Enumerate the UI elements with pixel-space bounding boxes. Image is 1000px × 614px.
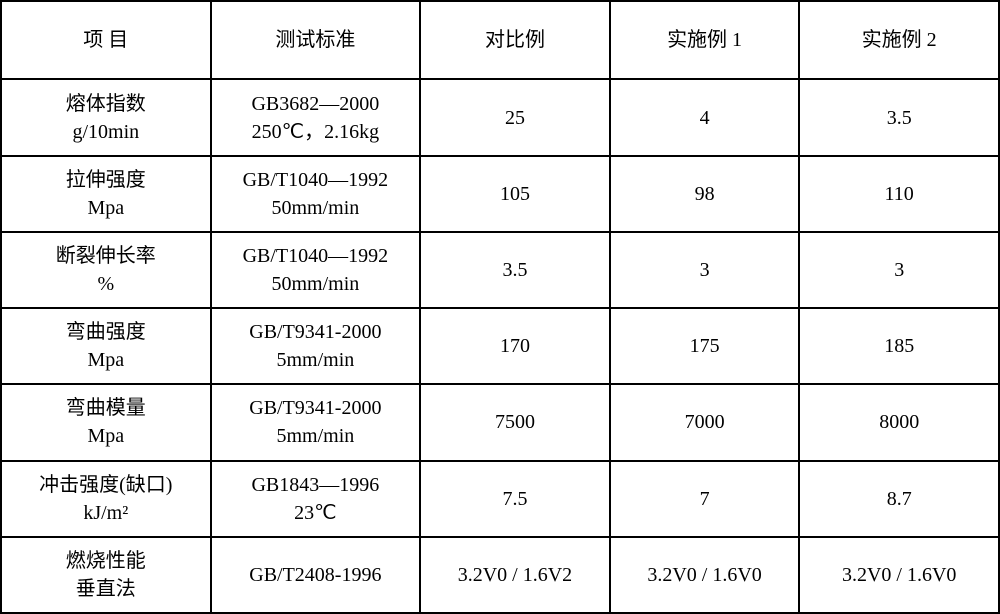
cell-compare: 3.5 xyxy=(420,232,610,308)
cell-item: 弯曲模量 Mpa xyxy=(1,384,211,460)
standard-line1: GB3682—2000 xyxy=(251,93,379,115)
cell-item: 拉伸强度 Mpa xyxy=(1,156,211,232)
cell-item: 燃烧性能 垂直法 xyxy=(1,537,211,613)
table-row: 弯曲强度 Mpa GB/T9341-2000 5mm/min 170 175 1… xyxy=(1,308,999,384)
table-row: 燃烧性能 垂直法 GB/T2408-1996 3.2V0 / 1.6V2 3.2… xyxy=(1,537,999,613)
cell-example1: 175 xyxy=(610,308,800,384)
item-line1: 冲击强度(缺口) xyxy=(39,474,172,496)
table-row: 断裂伸长率 % GB/T1040—1992 50mm/min 3.5 3 3 xyxy=(1,232,999,308)
cell-compare: 3.2V0 / 1.6V2 xyxy=(420,537,610,613)
item-line2: 垂直法 xyxy=(76,578,136,600)
cell-compare: 105 xyxy=(420,156,610,232)
standard-line1: GB/T2408-1996 xyxy=(249,564,381,586)
item-line1: 弯曲强度 xyxy=(66,321,146,343)
cell-example1: 98 xyxy=(610,156,800,232)
cell-standard: GB/T1040—1992 50mm/min xyxy=(211,232,421,308)
cell-example2: 3.2V0 / 1.6V0 xyxy=(799,537,999,613)
cell-standard: GB1843—1996 23℃ xyxy=(211,461,421,537)
table-row: 冲击强度(缺口) kJ/m² GB1843—1996 23℃ 7.5 7 8.7 xyxy=(1,461,999,537)
cell-compare: 7.5 xyxy=(420,461,610,537)
header-example1: 实施例 1 xyxy=(610,1,800,79)
header-example2: 实施例 2 xyxy=(799,1,999,79)
cell-example1: 7000 xyxy=(610,384,800,460)
properties-table: 项 目 测试标准 对比例 实施例 1 实施例 2 熔体指数 g/10min GB… xyxy=(0,0,1000,614)
table-row: 拉伸强度 Mpa GB/T1040—1992 50mm/min 105 98 1… xyxy=(1,156,999,232)
cell-example2: 8000 xyxy=(799,384,999,460)
standard-line1: GB/T9341-2000 xyxy=(249,397,381,419)
standard-line2: 5mm/min xyxy=(276,349,354,371)
cell-example2: 8.7 xyxy=(799,461,999,537)
cell-compare: 7500 xyxy=(420,384,610,460)
item-line1: 燃烧性能 xyxy=(66,550,146,572)
item-line2: kJ/m² xyxy=(83,502,128,524)
standard-line2: 5mm/min xyxy=(276,425,354,447)
cell-standard: GB/T9341-2000 5mm/min xyxy=(211,308,421,384)
item-line1: 弯曲模量 xyxy=(66,397,146,419)
cell-item: 冲击强度(缺口) kJ/m² xyxy=(1,461,211,537)
cell-standard: GB/T2408-1996 xyxy=(211,537,421,613)
table-header-row: 项 目 测试标准 对比例 实施例 1 实施例 2 xyxy=(1,1,999,79)
cell-example2: 3 xyxy=(799,232,999,308)
item-line2: g/10min xyxy=(72,121,139,143)
standard-line1: GB1843—1996 xyxy=(251,474,379,496)
cell-example1: 3 xyxy=(610,232,800,308)
table-row: 弯曲模量 Mpa GB/T9341-2000 5mm/min 7500 7000… xyxy=(1,384,999,460)
standard-line1: GB/T9341-2000 xyxy=(249,321,381,343)
cell-compare: 25 xyxy=(420,79,610,155)
standard-line2: 23℃ xyxy=(294,502,336,524)
cell-item: 断裂伸长率 % xyxy=(1,232,211,308)
standard-line2: 50mm/min xyxy=(271,273,359,295)
header-standard: 测试标准 xyxy=(211,1,421,79)
header-item: 项 目 xyxy=(1,1,211,79)
header-compare: 对比例 xyxy=(420,1,610,79)
cell-example1: 7 xyxy=(610,461,800,537)
cell-item: 熔体指数 g/10min xyxy=(1,79,211,155)
cell-example1: 4 xyxy=(610,79,800,155)
cell-standard: GB/T9341-2000 5mm/min xyxy=(211,384,421,460)
cell-standard: GB/T1040—1992 50mm/min xyxy=(211,156,421,232)
standard-line2: 50mm/min xyxy=(271,197,359,219)
item-line2: % xyxy=(97,273,114,295)
item-line1: 熔体指数 xyxy=(66,93,146,115)
cell-compare: 170 xyxy=(420,308,610,384)
cell-example1: 3.2V0 / 1.6V0 xyxy=(610,537,800,613)
cell-example2: 3.5 xyxy=(799,79,999,155)
item-line2: Mpa xyxy=(87,349,124,371)
cell-standard: GB3682—2000 250℃，2.16kg xyxy=(211,79,421,155)
standard-line1: GB/T1040—1992 xyxy=(243,245,389,267)
cell-example2: 110 xyxy=(799,156,999,232)
cell-item: 弯曲强度 Mpa xyxy=(1,308,211,384)
item-line1: 拉伸强度 xyxy=(66,169,146,191)
item-line1: 断裂伸长率 xyxy=(56,245,156,267)
item-line2: Mpa xyxy=(87,197,124,219)
standard-line2: 250℃，2.16kg xyxy=(252,121,379,143)
cell-example2: 185 xyxy=(799,308,999,384)
table-row: 熔体指数 g/10min GB3682—2000 250℃，2.16kg 25 … xyxy=(1,79,999,155)
item-line2: Mpa xyxy=(87,425,124,447)
standard-line1: GB/T1040—1992 xyxy=(243,169,389,191)
